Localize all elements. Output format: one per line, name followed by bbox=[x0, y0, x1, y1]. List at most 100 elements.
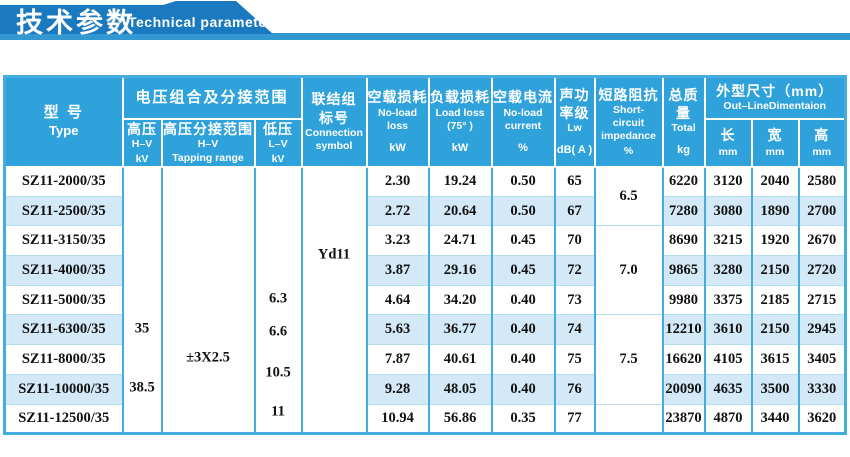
length-cell: 3280 bbox=[703, 255, 753, 286]
total-cell: 7280 bbox=[661, 195, 706, 227]
header-length-cn: 长 bbox=[720, 127, 736, 144]
height-cell: 2720 bbox=[797, 255, 847, 286]
hv-value: 35 bbox=[134, 320, 150, 337]
header-height-cn: 高 bbox=[814, 127, 830, 144]
header-noload-current-en1: No-load bbox=[503, 106, 543, 119]
header-total-cn1: 总质 bbox=[668, 86, 699, 103]
length-cell: 3610 bbox=[703, 314, 753, 346]
header-type: 型 号 Type bbox=[3, 75, 124, 168]
noload-current-cell: 0.40 bbox=[490, 344, 556, 375]
table-row: SZ11-10000/35 9.28 48.05 0.40 76 20090 4635 350… bbox=[3, 373, 847, 405]
width-cell: 3500 bbox=[750, 373, 800, 405]
header-tapping-range: 高压分接范围 H–V Tapping range bbox=[160, 117, 256, 168]
height-cell: 2580 bbox=[797, 166, 847, 197]
header-noload-current-en2: current bbox=[504, 119, 542, 132]
header-load-loss-en1: Load loss bbox=[435, 106, 485, 119]
load-loss-cell: 36.77 bbox=[427, 314, 493, 346]
height-cell: 2945 bbox=[797, 314, 847, 346]
model-cell: SZ11-6300/35 bbox=[3, 314, 124, 346]
table-row: SZ11-4000/35 3.87 29.16 0.45 72 9865 3280 2150 2… bbox=[3, 255, 847, 286]
header-width-cn: 宽 bbox=[767, 127, 783, 144]
banner-flag-shape bbox=[0, 1, 273, 34]
header-total-mass: 总质 量 Total kg bbox=[661, 75, 706, 168]
height-cell: 3405 bbox=[797, 344, 847, 375]
header-impedance-unit: % bbox=[623, 145, 634, 158]
lv-value: 6.6 bbox=[268, 323, 288, 340]
total-cell: 8690 bbox=[661, 225, 706, 257]
width-cell: 1890 bbox=[750, 195, 800, 227]
header-impedance: 短路阻抗 Short- circuit impedance % bbox=[593, 75, 664, 168]
length-cell: 4105 bbox=[703, 344, 753, 375]
model-cell: SZ11-2000/35 bbox=[3, 166, 124, 197]
header-sound-unit: dB( A ) bbox=[556, 144, 593, 157]
model-cell: SZ11-2500/35 bbox=[3, 195, 124, 227]
tapping-value: ±3X2.5 bbox=[186, 349, 230, 366]
header-noload-loss-unit: kW bbox=[389, 141, 406, 154]
noload-current-cell: 0.45 bbox=[490, 255, 556, 286]
header-width: 宽 mm bbox=[750, 117, 800, 168]
header-connection-en2: symbol bbox=[315, 139, 353, 152]
noload-loss-cell: 5.63 bbox=[365, 314, 430, 346]
header-noload-loss: 空载损耗 No-load loss kW bbox=[365, 75, 430, 168]
total-cell: 12210 bbox=[661, 314, 706, 346]
load-loss-cell: 40.61 bbox=[427, 344, 493, 375]
height-cell: 2715 bbox=[797, 284, 847, 316]
length-cell: 3375 bbox=[703, 284, 753, 316]
hv-merged-cell: 35 38.5 bbox=[121, 165, 163, 435]
lv-value: 10.5 bbox=[265, 364, 291, 381]
load-loss-cell: 29.16 bbox=[427, 255, 493, 286]
header-noload-current-cn: 空载电流 bbox=[493, 89, 553, 106]
header-height-unit: mm bbox=[812, 146, 832, 159]
header-noload-current: 空载电流 No-load current % bbox=[490, 75, 556, 168]
model-cell: SZ11-8000/35 bbox=[3, 344, 124, 375]
load-loss-cell: 34.20 bbox=[427, 284, 493, 316]
total-cell: 16620 bbox=[661, 344, 706, 375]
header-total-en: Total bbox=[671, 122, 696, 135]
impedance-cell: 7.5 bbox=[593, 314, 664, 405]
hv-value: 38.5 bbox=[129, 379, 155, 396]
total-cell: 20090 bbox=[661, 373, 706, 405]
header-connection-symbol: 联结组 标号 Connection symbol bbox=[300, 75, 368, 168]
length-cell: 4870 bbox=[703, 403, 753, 435]
sound-cell: 77 bbox=[553, 403, 596, 435]
total-cell: 9865 bbox=[661, 255, 706, 286]
impedance-cell: 6.5 bbox=[593, 165, 664, 227]
header-hv-cn: 高压 bbox=[127, 120, 157, 137]
header-load-loss-unit: kW bbox=[451, 141, 469, 154]
connection-merged-cell: Yd11 bbox=[300, 165, 368, 435]
noload-current-cell: 0.35 bbox=[490, 403, 556, 435]
noload-loss-cell: 4.64 bbox=[365, 284, 430, 316]
lv-merged-cell: 6.3 6.6 10.5 11 bbox=[253, 165, 303, 435]
load-loss-cell: 24.71 bbox=[427, 225, 493, 257]
sound-cell: 72 bbox=[553, 255, 596, 286]
length-cell: 4635 bbox=[703, 373, 753, 405]
model-cell: SZ11-4000/35 bbox=[3, 255, 124, 286]
height-cell: 3620 bbox=[797, 403, 847, 435]
table-row: SZ11-2500/35 2.72 20.64 0.50 67 7280 3080 1890 2… bbox=[3, 195, 847, 227]
header-sound-cn2: 率级 bbox=[559, 105, 590, 122]
noload-loss-cell: 7.87 bbox=[365, 344, 430, 375]
table-body: SZ11-2000/35 35 38.5 ±3X2.5 6.3 6.6 10.5 11 Yd11… bbox=[3, 165, 847, 435]
noload-loss-cell: 10.94 bbox=[365, 403, 430, 435]
length-cell: 3080 bbox=[703, 195, 753, 227]
header-impedance-en1: Short- bbox=[613, 103, 644, 116]
width-cell: 2150 bbox=[750, 255, 800, 286]
header-tapping-en2: Tapping range bbox=[172, 151, 244, 164]
header-load-loss-en2: (75° ) bbox=[447, 119, 473, 132]
header-connection-en1: Connection bbox=[305, 126, 363, 139]
header-impedance-en3: impedance bbox=[601, 130, 656, 143]
header-tapping-cn: 高压分接范围 bbox=[163, 121, 253, 138]
table-row: SZ11-5000/35 4.64 34.20 0.40 73 9980 3375 2185 2… bbox=[3, 284, 847, 316]
sound-cell: 73 bbox=[553, 284, 596, 316]
header-width-unit: mm bbox=[765, 146, 785, 159]
height-cell: 2670 bbox=[797, 225, 847, 257]
banner-shape bbox=[0, 1, 850, 40]
header-impedance-en2: circuit bbox=[612, 116, 645, 129]
header-load-loss: 负载损耗 Load loss (75° ) kW bbox=[427, 75, 493, 168]
sound-cell: 65 bbox=[553, 166, 596, 197]
header-lv: 低压 L–V kV bbox=[253, 117, 303, 168]
header-hv: 高压 H–V kV bbox=[121, 117, 163, 168]
width-cell: 1920 bbox=[750, 225, 800, 257]
header-type-en: Type bbox=[49, 123, 79, 139]
banner-title-en: Technical parameter bbox=[128, 14, 273, 30]
